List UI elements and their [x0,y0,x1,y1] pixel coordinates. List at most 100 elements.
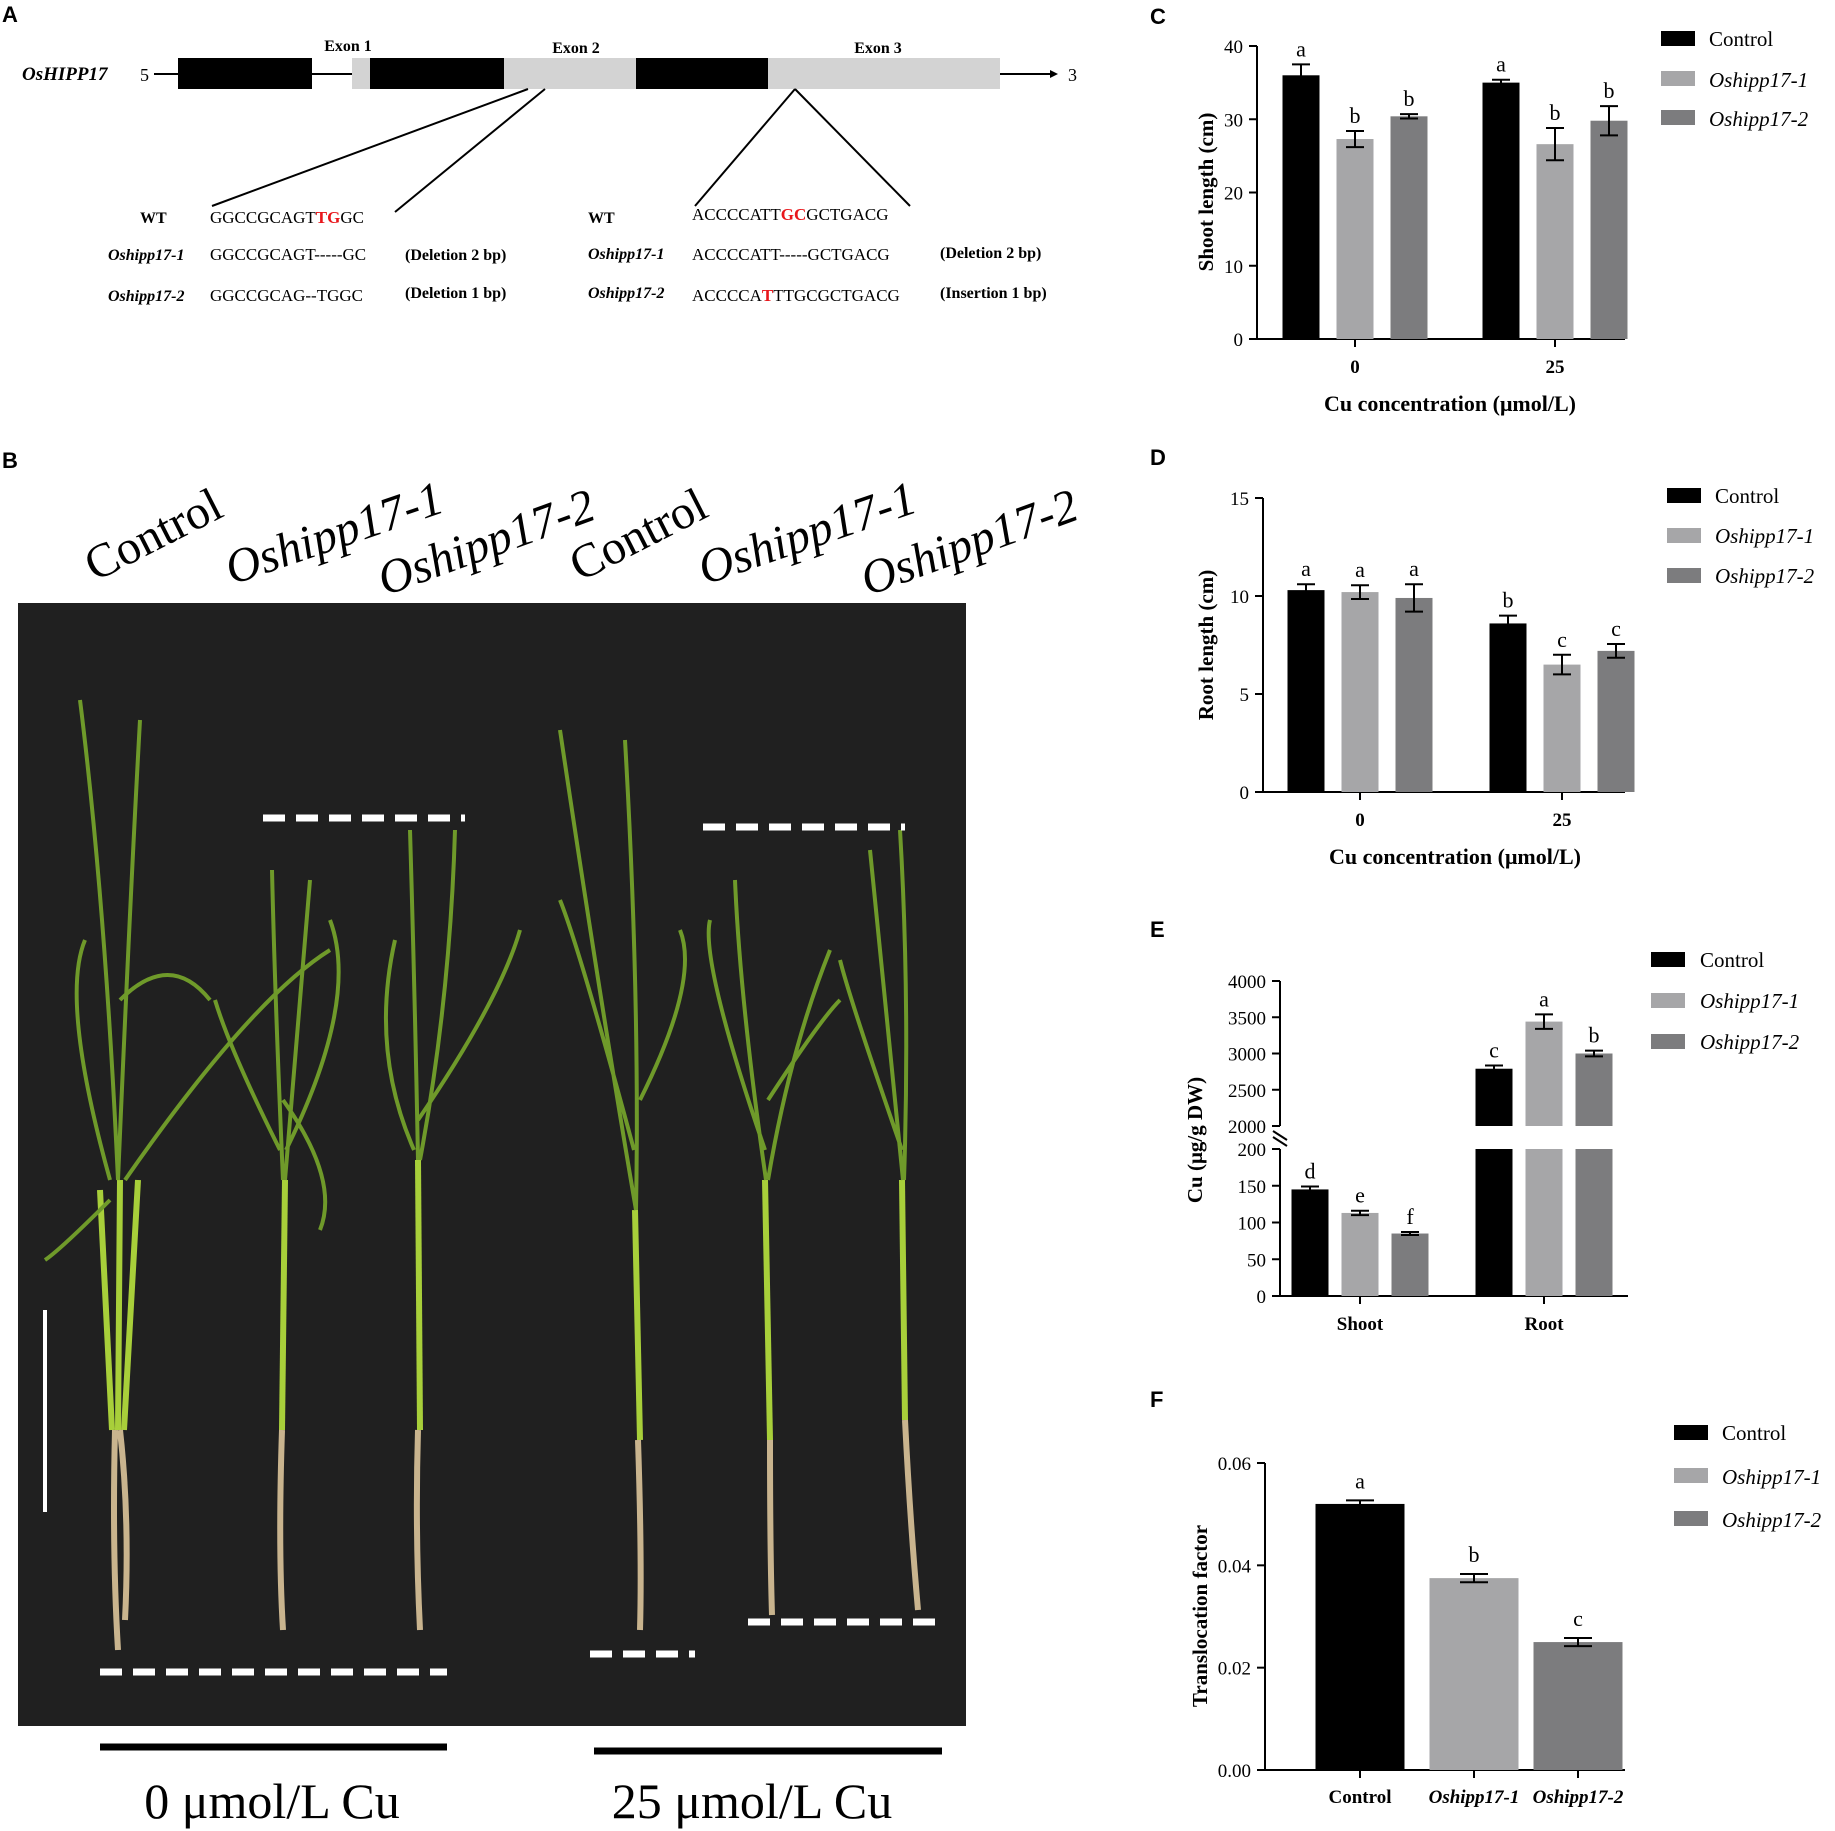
exon3-cds [636,58,768,89]
seq-label: Oshipp17-2 [588,285,664,302]
mutation-note: (Deletion 2 bp) [405,247,506,264]
panel-label-d: D [1150,445,1166,470]
sequence: GGCCGCAGT-----GC [210,245,366,264]
legend-swatch [1651,1034,1685,1049]
y-tick-label: 0.06 [1218,1454,1251,1475]
bar [1590,120,1628,339]
bar [1543,664,1581,792]
bar [1533,1642,1623,1770]
legend-swatch [1651,993,1685,1008]
legend-swatch [1651,952,1685,967]
sequence: GGCCGCAG--TGGC [210,286,363,305]
seq-label: WT [588,210,615,227]
legend-swatch [1661,110,1695,125]
bar [1287,590,1325,792]
x-tick-label: 25 [1553,810,1572,831]
significance-letter: b [1550,100,1561,125]
significance-letter: c [1611,616,1621,641]
significance-letter: f [1406,1204,1414,1229]
legend-c: Control Oshipp17-1 Oshipp17-2 [1661,27,1809,131]
legend-d: Control Oshipp17-1 Oshipp17-2 [1667,484,1815,588]
seedling [706,879,842,1616]
legend-e: Control Oshipp17-1 Oshipp17-2 [1651,948,1800,1054]
bar [1429,1578,1519,1770]
panel-a: A OsHIPP17 5 3 Exon 1 Exon 2 Exon 3 WT G… [2,2,1077,305]
bar [1597,650,1635,792]
gene-name: OsHIPP17 [22,64,109,85]
legend-f: Control Oshipp17-1 Oshipp17-2 [1674,1421,1822,1532]
panel-label-f: F [1150,1387,1163,1412]
mutation-note: (Deletion 2 bp) [940,245,1041,262]
bar [1341,1212,1379,1296]
five-prime-label: 5 [140,65,149,85]
legend-label: Control [1709,27,1773,51]
bar [1336,139,1374,339]
exon-label: Exon 2 [552,40,600,57]
legend-label: Oshipp17-2 [1722,1508,1822,1532]
significance-letter: a [1355,1468,1365,1493]
exon2-utr [504,58,636,89]
legend-label: Control [1715,484,1779,508]
legend-swatch [1661,71,1695,86]
seq-label: WT [140,210,167,227]
sequence: ACCCCATT-----GCTGACG [692,245,890,264]
photo-labels: Control Oshipp17-1 Oshipp17-2 Control Os… [76,471,1085,606]
significance-letter: c [1557,627,1567,652]
zoom-line [794,88,911,207]
y-tick-label: 0 [1240,783,1250,804]
significance-letter: a [1496,52,1506,77]
legend-swatch [1667,488,1701,503]
seedling [43,699,332,1651]
site1-alignment: WT GGCCGCAGTTGGC Oshipp17-1 GGCCGCAGT---… [108,208,506,305]
legend-swatch [1661,31,1695,46]
x-tick-label: 0 [1355,810,1365,831]
y-tick-label: 50 [1247,1250,1266,1271]
legend-label: Control [1700,948,1764,972]
exon3-utr [768,58,1000,89]
group-label: 25 μmol/L Cu [612,1773,893,1829]
group-label: 0 μmol/L Cu [144,1773,400,1829]
bar [1525,1149,1563,1296]
chart-d: 0 5 10 15 0 a a a 25 b c c Cu concentration (μmol/L)… [1194,489,1635,869]
panel-b: B Control Oshipp17-1 Oshipp17-2 Control … [2,448,1085,1829]
seq-label: Oshipp17-1 [108,247,184,264]
bar [1282,75,1320,340]
bar [1391,1233,1429,1296]
bar [1536,144,1574,339]
bar [1525,1021,1563,1126]
mutation-note: (Insertion 1 bp) [940,285,1047,302]
significance-letter: c [1489,1037,1499,1062]
seedling [558,729,687,1631]
site2-alignment: WT ACCCCATTGCGCTGACG Oshipp17-1 ACCCCATT… [588,205,1047,305]
photo-label: Control [76,478,231,592]
legend-swatch [1674,1425,1708,1440]
significance-letter: e [1355,1183,1365,1208]
significance-letter: b [1350,103,1361,128]
significance-letter: b [1589,1023,1600,1048]
y-tick-label: 30 [1224,110,1243,131]
significance-letter: b [1404,86,1415,111]
bar [1291,1189,1329,1296]
y-tick-label: 15 [1230,489,1249,510]
y-tick-label: 10 [1224,257,1243,278]
bar [1489,623,1527,792]
exon-label: Exon 3 [854,40,902,57]
chart-f: 0.00 0.02 0.04 0.06 a Control b Oshipp17-1 c Oshi… [1188,1454,1625,1808]
seedling-photo [43,699,940,1676]
legend-swatch [1667,528,1701,543]
seedling [213,869,341,1631]
y-axis-title: Translocation factor [1188,1525,1212,1707]
bar [1390,116,1428,339]
y-tick-label: 0.04 [1218,1556,1252,1577]
significance-letter: b [1503,588,1514,613]
significance-letter: c [1573,1606,1583,1631]
legend-label: Oshipp17-2 [1715,564,1815,588]
legend-label: Oshipp17-1 [1709,68,1808,92]
panel-label-b: B [2,448,18,473]
exon2-cds [370,58,504,89]
y-tick-label: 200 [1238,1140,1267,1161]
significance-letter: d [1305,1158,1316,1183]
significance-letter: a [1296,36,1306,61]
